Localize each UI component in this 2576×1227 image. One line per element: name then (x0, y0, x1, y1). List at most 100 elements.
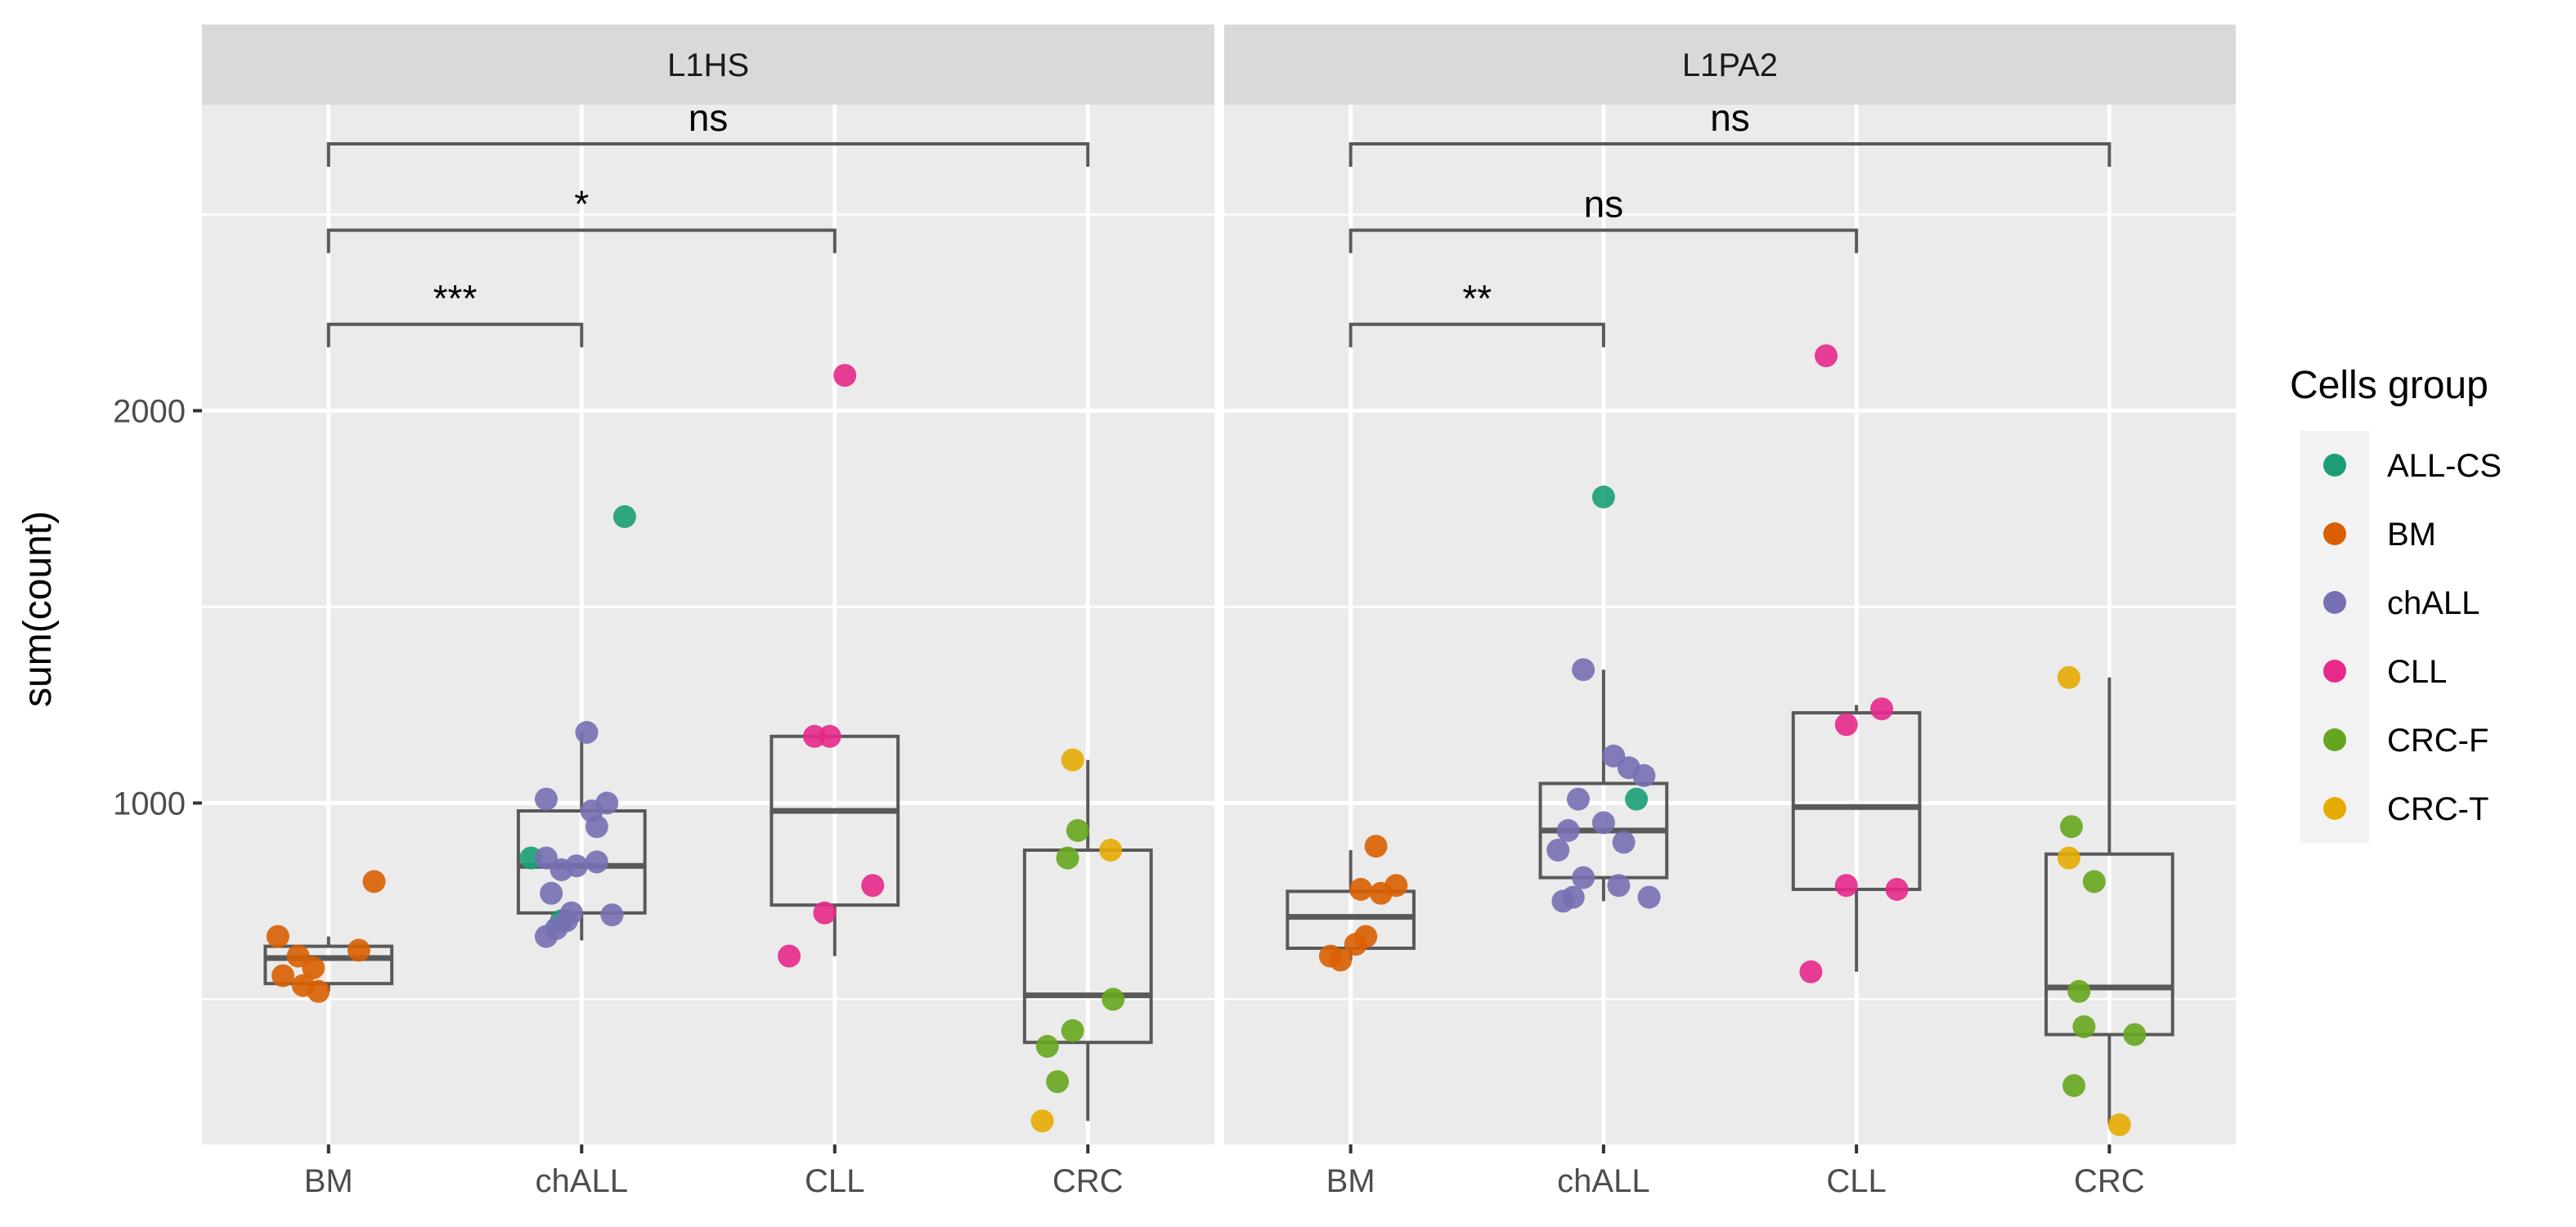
legend-label: BM (2387, 517, 2436, 553)
legend-label: CRC-T (2387, 791, 2488, 827)
data-point-cll (1870, 697, 1894, 721)
data-point-crc-f (1056, 846, 1079, 870)
data-point-chall (585, 815, 608, 839)
x-tick-label: CRC (1052, 1163, 1124, 1199)
x-tick-label: CRC (2074, 1163, 2145, 1199)
data-point-cll (1834, 874, 1858, 898)
legend-label: CLL (2387, 654, 2447, 690)
significance-label: ns (689, 96, 729, 139)
panel-l1pa2: L1PA2 ** ns ns BM chALL CLL CRC (1224, 25, 2236, 1199)
box-iqr (263, 944, 394, 986)
significance-bracket (326, 228, 837, 253)
data-point-chall (1546, 839, 1570, 862)
data-point-chall (550, 858, 573, 881)
data-point-crc-t (1099, 839, 1123, 862)
data-point-crc-f (2062, 1074, 2086, 1097)
box-iqr (1022, 849, 1153, 1045)
box-crc (2044, 677, 2174, 1125)
significance-label: *** (433, 277, 478, 320)
significance-label: ns (1710, 96, 1750, 139)
data-point-all-cs (1625, 787, 1649, 811)
panel-background (202, 105, 1214, 1144)
data-point-bm (272, 964, 295, 987)
x-tick-label: chALL (536, 1163, 628, 1199)
significance-bracket (1349, 322, 1605, 347)
panel-background (1224, 105, 2236, 1144)
data-point-crc-f (2059, 815, 2083, 839)
data-point-crc-t (1030, 1109, 1054, 1133)
data-point-bm (307, 979, 330, 1003)
box-iqr (1791, 711, 1922, 891)
legend-swatch-crc-f (2323, 728, 2346, 751)
data-point-crc-f (1035, 1035, 1059, 1058)
data-point-bm (1364, 835, 1388, 858)
data-point-chall (1607, 874, 1631, 898)
data-point-crc-f (1046, 1070, 1070, 1094)
data-point-cll (861, 874, 885, 898)
x-tick-label: chALL (1557, 1163, 1649, 1199)
legend-swatch-chall (2323, 591, 2346, 614)
legend-swatch-crc-t (2323, 797, 2346, 820)
data-point-crc-f (1061, 1019, 1084, 1042)
box-iqr (2044, 852, 2174, 1037)
data-point-chall (534, 925, 558, 948)
y-tick-label: 2000 (113, 393, 186, 429)
legend-title: Cells group (2290, 364, 2488, 407)
data-point-chall (1551, 889, 1575, 913)
significance-bracket (326, 322, 584, 347)
data-point-bm (266, 925, 289, 948)
data-point-chall (1637, 885, 1661, 909)
data-point-chall (1591, 811, 1615, 835)
legend-swatch-bm (2323, 522, 2346, 545)
data-point-crc-f (2072, 1015, 2096, 1038)
x-tick-label: BM (304, 1163, 353, 1199)
data-point-chall (534, 787, 558, 811)
facet-title: L1HS (667, 47, 749, 83)
data-point-bm (347, 938, 370, 962)
data-point-chall (585, 850, 608, 874)
data-point-cll (1799, 960, 1823, 983)
data-point-chall (1612, 831, 1636, 854)
data-point-bm (1349, 878, 1372, 901)
data-point-chall (1572, 658, 1595, 682)
facet-strip (1224, 25, 2236, 105)
data-point-bm (1344, 933, 1367, 956)
data-point-chall (600, 903, 624, 927)
data-point-cll (813, 901, 837, 925)
data-point-chall (1572, 866, 1595, 889)
data-point-cll (833, 364, 857, 387)
data-point-crc-t (2107, 1113, 2131, 1136)
significance-bracket (326, 142, 1090, 167)
data-point-cll (1834, 713, 1858, 737)
x-tick-label: BM (1326, 1163, 1376, 1199)
x-tick-label: CLL (805, 1163, 864, 1199)
data-point-bm (302, 956, 325, 979)
data-point-chall (1566, 787, 1590, 811)
data-point-crc-t (1061, 748, 1084, 772)
significance-bracket (1349, 228, 1859, 253)
y-tick-label: 1000 (113, 786, 186, 822)
significance-label: * (574, 183, 589, 226)
data-point-chall (540, 881, 563, 905)
significance-bracket (1349, 142, 2112, 167)
data-point-chall (575, 721, 599, 744)
legend-label: ALL-CS (2387, 448, 2502, 484)
data-point-bm (362, 870, 386, 893)
data-point-crc-t (2057, 846, 2080, 870)
legend-label: chALL (2387, 585, 2480, 621)
legend-swatch-all-cs (2323, 454, 2346, 477)
y-axis-title: sum(count) (16, 511, 60, 707)
data-point-bm (1329, 948, 1353, 972)
data-point-cll (818, 724, 841, 748)
data-point-all-cs (1591, 486, 1615, 508)
significance-label: ns (1584, 183, 1624, 226)
facet-title: L1PA2 (1682, 47, 1778, 83)
facet-strip (202, 25, 1214, 105)
data-point-crc-f (2067, 979, 2091, 1003)
data-point-cll (778, 944, 801, 968)
legend-label: CRC-F (2387, 723, 2488, 759)
data-point-cll (1815, 344, 1838, 368)
data-point-crc-f (1066, 819, 1089, 842)
